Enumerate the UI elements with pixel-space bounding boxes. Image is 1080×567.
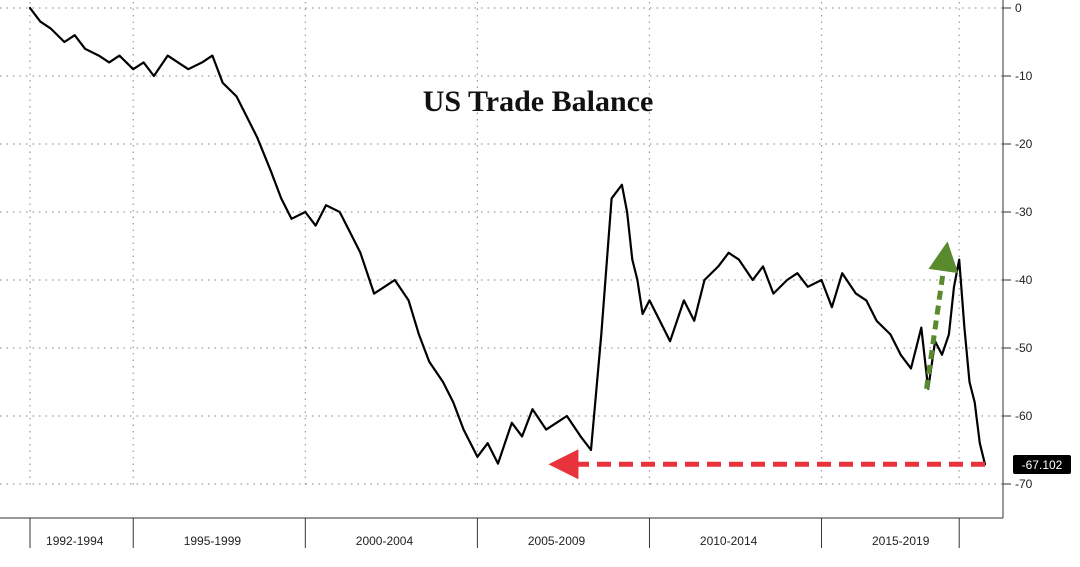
green-dashed-arrow	[924, 241, 959, 390]
y-tick-label: -50	[1015, 341, 1033, 355]
y-tick-label: -40	[1015, 273, 1033, 287]
x-tick-label: 2015-2019	[872, 534, 930, 548]
trade-balance-line	[28, 6, 987, 466]
chart-title: US Trade Balance	[423, 85, 654, 118]
x-tick-label: 2000-2004	[356, 534, 414, 548]
y-tick-label: -30	[1015, 205, 1033, 219]
y-tick-label: -70	[1015, 477, 1033, 491]
grid	[0, 2, 1003, 488]
annotations	[548, 241, 985, 480]
last-value-box	[1013, 455, 1071, 474]
y-tick-label: -10	[1015, 69, 1033, 83]
x-tick-label: 2010-2014	[700, 534, 758, 548]
y-tick-label: -20	[1015, 137, 1033, 151]
x-tick-label: 1992-1994	[46, 534, 104, 548]
series-layer	[28, 6, 987, 466]
last-value-badge: -67.102	[1013, 455, 1071, 474]
y-tick-label: 0	[1015, 1, 1022, 15]
y-tick-label: -60	[1015, 409, 1033, 423]
axes: 0 -10 -20 -30 -40 -50 -60 -70 1992-1994 1995-1999…	[0, 0, 1033, 548]
x-tick-label: 1995-1999	[184, 534, 242, 548]
x-tick-label: 2005-2009	[528, 534, 586, 548]
last-value-label: -67.102	[1022, 458, 1063, 472]
